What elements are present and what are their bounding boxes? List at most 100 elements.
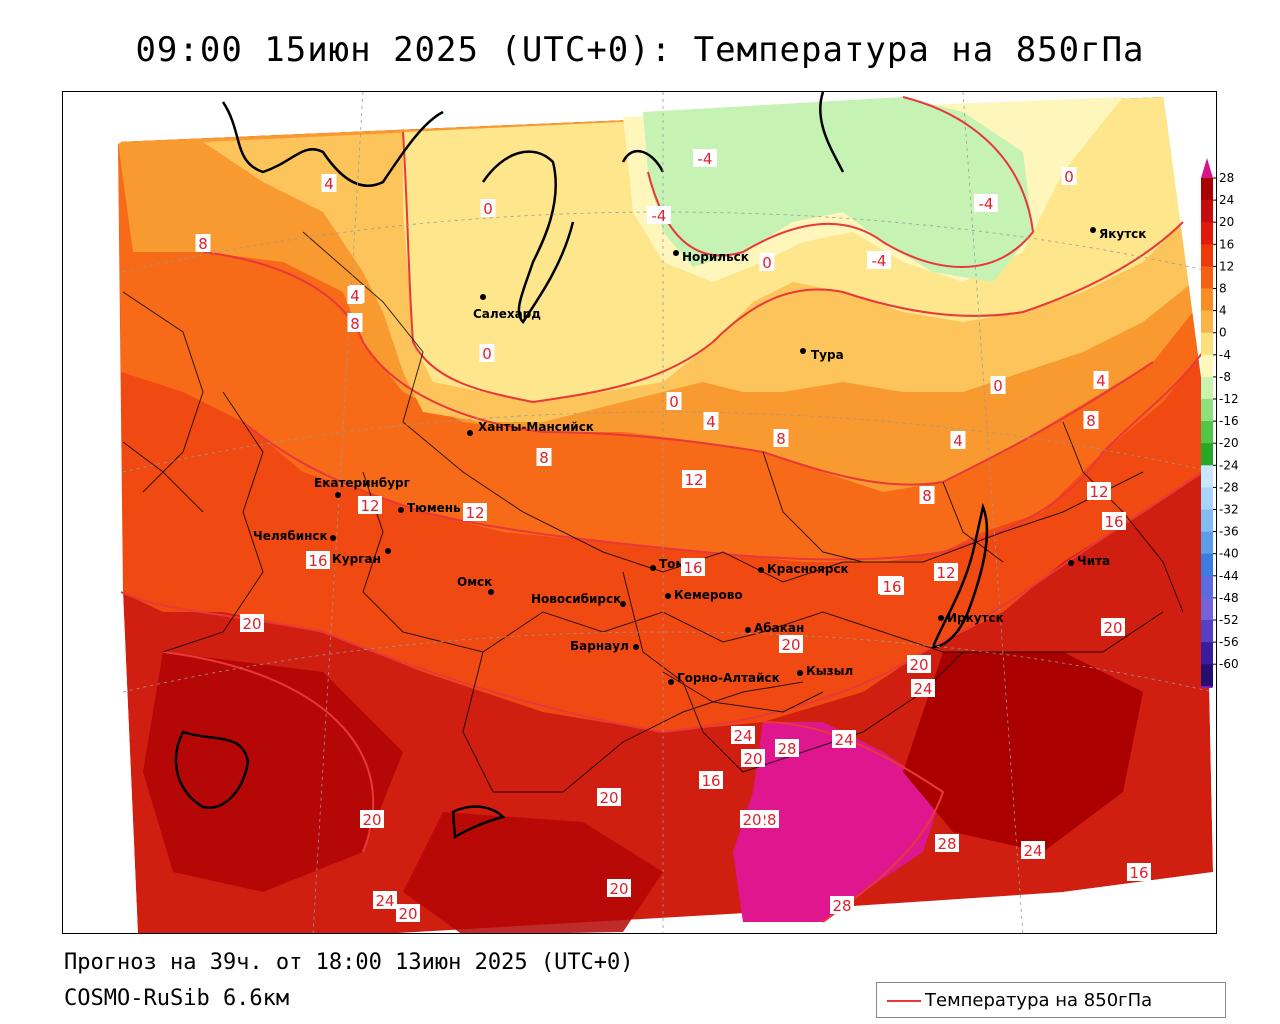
contour-label: 4 [953, 432, 963, 450]
contour-label-bg [867, 251, 891, 269]
lat-lon-grid [122, 92, 1214, 933]
colorbar-tick-label: -24 [1219, 458, 1239, 472]
outside-domain-nw [63, 92, 203, 152]
contour-label: 20 [781, 636, 800, 654]
colorbar-tick-label: 28 [1219, 171, 1234, 185]
city-label: Тюмень [407, 501, 461, 515]
city-marker [797, 670, 803, 676]
colorbar-swatch [1201, 266, 1213, 289]
colorbar-tick-label: 24 [1219, 193, 1234, 207]
city-marker [665, 593, 671, 599]
contour-label-bg [396, 904, 420, 922]
city-marker [620, 601, 626, 607]
colorbar-swatch [1201, 200, 1213, 223]
contour-label-bg [911, 679, 935, 697]
legend-line-swatch [887, 1000, 921, 1002]
contour-label-bg [731, 726, 755, 744]
contour-label: 4 [706, 413, 716, 431]
city-label: Курган [332, 552, 381, 566]
city-label: Новосибирск [531, 592, 621, 606]
city-marker [385, 548, 391, 554]
city-label: Горно-Алтайск [677, 671, 780, 685]
contour-label: 24 [1023, 842, 1042, 860]
colorbar-tick-label: 0 [1219, 326, 1227, 340]
field-layer-minus8 [643, 97, 1033, 282]
map-title: 09:00 15июн 2025 (UTC+0): Температура на… [135, 30, 1145, 70]
contour-label: 4 [324, 175, 334, 193]
colorbar-tick-label: -28 [1219, 480, 1239, 494]
colorbar-swatch [1201, 332, 1213, 356]
contour-label: 4 [1096, 372, 1106, 390]
contour-label: -4 [652, 207, 667, 225]
contour-label: 20 [242, 615, 261, 633]
city-label: Омск [457, 575, 492, 589]
colorbar-swatch [1201, 465, 1213, 488]
city-label: Чита [1077, 554, 1110, 568]
city-label: Красноярск [767, 562, 849, 576]
contour-label: 0 [669, 393, 679, 411]
field-layer-24 [903, 652, 1143, 852]
contour-label: 0 [1064, 168, 1074, 186]
contour-label: 12 [1089, 483, 1108, 501]
contour-label: 16 [1129, 864, 1148, 882]
city-label: Кызыл [806, 664, 853, 678]
contour-label: 12 [465, 504, 484, 522]
colorbar-swatch [1201, 288, 1213, 312]
colorbar-tick-label: -16 [1219, 414, 1239, 428]
colorbar-tick-label: -48 [1219, 591, 1239, 605]
contour-label-bg [974, 194, 998, 212]
contour-label-bg [597, 788, 621, 806]
cities-layer: Норильск Якутск Салехард Тура Ханты-Мансийск… [253, 227, 1146, 685]
city-marker [488, 589, 494, 595]
contour-label-bg [607, 879, 631, 897]
contour-label-bg [1127, 863, 1151, 881]
city-label: Челябинск [253, 529, 328, 543]
contour-label: 20 [1103, 619, 1122, 637]
colorbar-swatch [1201, 244, 1213, 267]
colorbar-tick-label: -56 [1219, 635, 1239, 649]
contour-label: 24 [733, 727, 752, 745]
temperature-map: Норильск Якутск Салехард Тура Ханты-Мансийск… [63, 92, 1216, 933]
contour-label-bg [775, 739, 799, 757]
contour-label: 24 [375, 892, 394, 910]
colorbar-swatch [1201, 575, 1213, 599]
contour-label-bg [773, 429, 789, 447]
contour-label-bg [240, 614, 264, 632]
contour-label: 20 [909, 656, 928, 674]
contour-label-bg [919, 486, 935, 504]
contour-label: 16 [308, 552, 327, 570]
colorbar-tick-label: -8 [1219, 370, 1231, 384]
colorbar-swatch [1201, 310, 1213, 334]
contour-label: 12 [936, 564, 955, 582]
city-marker [330, 535, 336, 541]
contour-label: 12 [684, 471, 703, 489]
city-label: Ханты-Мансийск [478, 420, 594, 434]
contour-label: 4 [350, 287, 360, 305]
colorbar-swatch [1201, 376, 1213, 400]
contour-label: 20 [599, 789, 618, 807]
city-label: Салехард [473, 307, 541, 321]
contour-label: 28 [937, 835, 956, 853]
contour-label: -4 [872, 252, 887, 270]
colorbar-tick-label: -32 [1219, 503, 1239, 517]
colorbar-tick-label: -52 [1219, 613, 1239, 627]
colorbar-tick-label: -44 [1219, 569, 1239, 583]
colorbar-swatch [1201, 354, 1213, 378]
contour-label: 16 [683, 559, 702, 577]
contour-label-bg [1021, 841, 1045, 859]
contour-label-bg [693, 149, 717, 167]
colorbar-top-arrow [1201, 158, 1213, 178]
city-marker [668, 679, 674, 685]
city-marker [633, 644, 639, 650]
contour-label-bg [536, 448, 552, 466]
model-info: COSMO-RuSib 6.6км [64, 986, 290, 1011]
contour-label: -4 [698, 150, 713, 168]
contour-label: 12 [360, 497, 379, 515]
colorbar-tick-label: -4 [1219, 348, 1231, 362]
contour-label: 8 [776, 430, 786, 448]
city-marker [938, 615, 944, 621]
contour-label-bg [681, 558, 705, 576]
contour-labels-layer: -4 -4 -4 -4 4 8 4 8 0 0 0 0 4 8 0 4 0 4 8 8 12 8 12 12 16 12 16 12 1… [195, 149, 1151, 923]
contour-label: 16 [701, 772, 720, 790]
city-label: Иркутск [947, 611, 1004, 625]
